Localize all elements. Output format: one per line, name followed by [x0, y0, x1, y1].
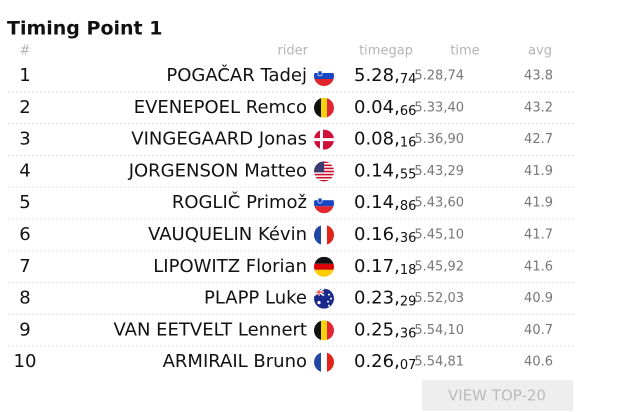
timegap-sub: 18 [400, 262, 417, 277]
col-header: time [450, 44, 479, 59]
rank: 9 [19, 319, 30, 340]
timegap-sub: 66 [400, 103, 417, 118]
timegap-sub: 86 [400, 199, 417, 214]
avg: 41.9 [524, 164, 553, 179]
flag [314, 98, 334, 118]
time: 5.33,40 [414, 100, 464, 115]
avg: 41.7 [524, 228, 553, 243]
timegap-main: 0.23, [354, 288, 400, 309]
timegap: 0.08,16 [354, 129, 416, 151]
rank: 4 [19, 160, 30, 181]
timegap-main: 5.28, [354, 65, 400, 86]
time: 5.28,74 [414, 69, 464, 84]
col-header: timegap [359, 44, 413, 59]
timegap-main: 0.08, [354, 129, 400, 150]
time: 5.45,92 [414, 259, 464, 274]
timegap: 0.26,07 [354, 351, 416, 373]
avg: 41.9 [524, 196, 553, 211]
flag [314, 257, 334, 277]
flag [314, 289, 334, 309]
rank: 7 [19, 256, 30, 277]
timegap-sub: 36 [400, 231, 417, 246]
timegap-main: 0.17, [354, 256, 400, 277]
time: 5.45,10 [414, 228, 464, 243]
timegap: 0.14,55 [354, 160, 416, 182]
rider: ROGLIČ Primož [172, 191, 307, 213]
flag [314, 225, 334, 245]
timegap-main: 0.26, [354, 351, 400, 372]
rider: POGAČAR Tadej [166, 64, 307, 86]
timegap-main: 0.25, [354, 319, 400, 340]
col-header: avg [528, 44, 552, 59]
timegap: 0.16,36 [354, 224, 416, 246]
timegap-sub: 07 [400, 358, 417, 373]
timegap: 0.23,29 [354, 288, 416, 310]
button-label[interactable]: VIEW TOP-20 [448, 387, 546, 405]
avg: 43.2 [524, 100, 553, 115]
rank: 6 [19, 224, 30, 245]
avg: 41.6 [524, 259, 553, 274]
avg: 40.6 [524, 355, 553, 370]
timegap: 5.28,74 [354, 65, 416, 87]
time: 5.54,10 [414, 323, 464, 338]
rank: 2 [19, 97, 30, 118]
flag [314, 161, 334, 181]
rank: 10 [14, 351, 37, 372]
avg: 40.9 [524, 291, 553, 306]
rider: VINGEGAARD Jonas [131, 129, 307, 150]
rank: 3 [19, 129, 30, 150]
timegap-sub: 29 [400, 294, 417, 309]
avg: 43.8 [524, 69, 553, 84]
col-header: rider [277, 44, 308, 59]
rider: EVENEPOEL Remco [134, 97, 307, 118]
timegap: 0.14,86 [354, 192, 416, 214]
avg: 42.7 [524, 132, 553, 147]
rider: JORGENSON Matteo [128, 160, 307, 181]
title: Timing Point 1 [7, 18, 162, 40]
rider: VAN EETVELT Lennert [114, 319, 308, 340]
col-header: # [20, 44, 31, 59]
flag [314, 193, 334, 213]
timegap-sub: 55 [400, 167, 417, 182]
rider: LIPOWITZ Florian [153, 256, 307, 277]
flag [314, 320, 334, 340]
view-button[interactable]: VIEW TOP-20 [422, 380, 573, 411]
timegap-main: 0.04, [354, 97, 400, 118]
rank: 5 [19, 192, 30, 213]
avg: 40.7 [524, 323, 553, 338]
rider: PLAPP Luke [204, 288, 307, 309]
button-bg[interactable] [422, 380, 573, 411]
timegap-main: 0.14, [354, 160, 400, 181]
rank: 8 [19, 288, 30, 309]
flag [314, 130, 334, 150]
time: 5.36,90 [414, 132, 464, 147]
rider: VAUQUELIN Kévin [148, 224, 307, 245]
time: 5.43,29 [414, 164, 464, 179]
flag [314, 352, 334, 372]
timegap-main: 0.14, [354, 192, 400, 213]
timegap-sub: 16 [400, 135, 417, 150]
timegap: 0.25,36 [354, 319, 416, 341]
time: 5.52,03 [414, 291, 464, 306]
timegap-main: 0.16, [354, 224, 400, 245]
time: 5.43,60 [414, 196, 464, 211]
timegap-sub: 74 [400, 72, 417, 87]
timegap: 0.17,18 [354, 256, 416, 278]
time: 5.54,81 [414, 355, 464, 370]
rank: 1 [19, 65, 30, 86]
flag [314, 66, 334, 86]
timegap: 0.04,66 [354, 97, 416, 119]
timegap-sub: 36 [400, 326, 417, 341]
rider: ARMIRAIL Bruno [163, 351, 307, 372]
